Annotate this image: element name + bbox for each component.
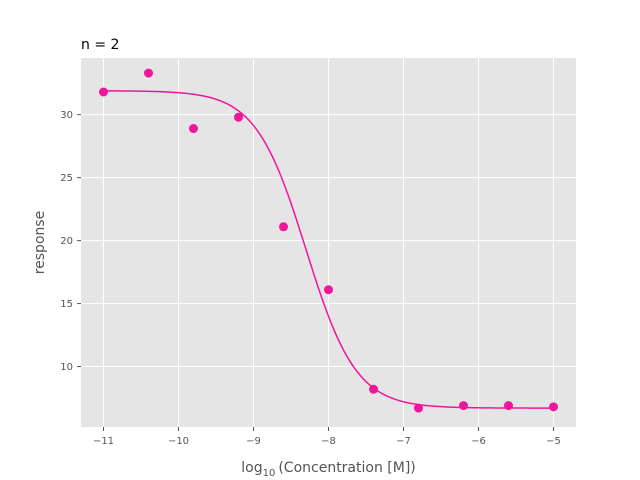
x-axis-label: log10 (Concentration [M]): [241, 460, 416, 479]
data-point: [459, 401, 468, 411]
y-axis-ticks: 10 15 20 25 30: [60, 110, 81, 373]
y-tick-label: 30: [60, 110, 73, 121]
data-point: [504, 401, 513, 411]
chart-title: n = 2: [81, 37, 119, 53]
data-point: [99, 87, 108, 97]
y-tick-label: 20: [60, 236, 73, 247]
x-axis-label-subscript: 10: [263, 468, 276, 479]
data-point: [279, 222, 288, 232]
x-axis-label-prefix: log: [241, 460, 262, 476]
x-tick-label: −7: [396, 436, 411, 447]
x-tick-label: −11: [93, 436, 114, 447]
y-tick-label: 10: [60, 362, 73, 373]
data-point: [189, 124, 198, 134]
x-tick-label: −6: [471, 436, 486, 447]
x-tick-label: −5: [546, 436, 561, 447]
x-tick-label: −8: [321, 436, 336, 447]
data-point: [549, 402, 558, 412]
data-point: [414, 403, 423, 413]
data-point: [234, 112, 243, 122]
data-point: [369, 384, 378, 394]
y-axis-label: response: [32, 211, 48, 275]
y-tick-label: 15: [60, 299, 73, 310]
fit-curve: [103, 90, 554, 409]
y-tick-label: 25: [60, 173, 73, 184]
x-axis-label-suffix: (Concentration [M]): [278, 460, 415, 476]
x-tick-label: −10: [168, 436, 189, 447]
data-point: [144, 68, 153, 78]
x-tick-label: −9: [246, 436, 261, 447]
data-points: [99, 68, 558, 413]
x-axis-ticks: −11 −10 −9 −8 −7 −6 −5: [93, 427, 561, 447]
grid-lines: [81, 58, 576, 427]
data-point: [324, 285, 333, 295]
